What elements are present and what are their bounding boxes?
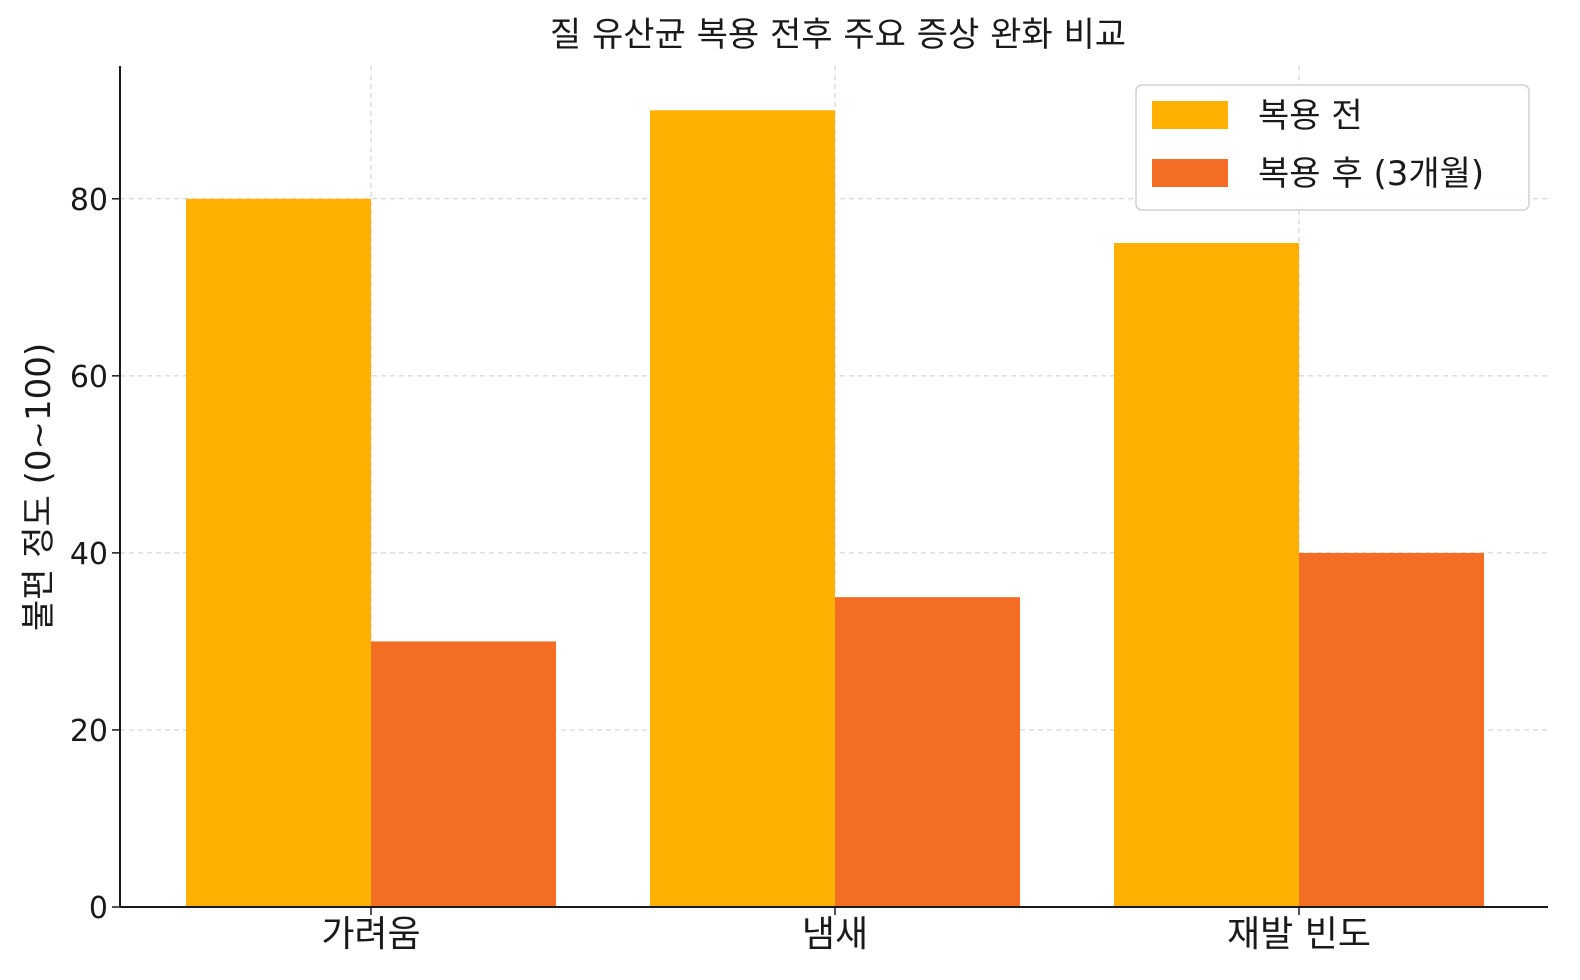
y-tick-label: 0	[89, 891, 108, 926]
chart-title: 질 유산균 복용 전후 주요 증상 완화 비교	[550, 15, 1126, 55]
y-axis-title: 불편 정도 (0~100)	[19, 343, 59, 631]
legend-swatch	[1152, 101, 1228, 129]
legend: 복용 전복용 후 (3개월)	[1135, 84, 1530, 211]
legend-swatch	[1152, 159, 1228, 187]
legend-label: 복용 후 (3개월)	[1258, 154, 1484, 194]
bar-before-1	[650, 110, 835, 907]
y-tick-label: 40	[70, 537, 108, 572]
x-tick-label: 냄새	[802, 914, 868, 955]
bars	[186, 110, 1484, 908]
bar-before-0	[186, 198, 371, 907]
x-tick-label: 가려움	[321, 914, 420, 955]
y-tick-label: 20	[70, 714, 108, 749]
bar-after-0	[371, 641, 556, 907]
legend-frame	[1135, 84, 1530, 211]
bar-after-1	[835, 597, 1020, 907]
bar-after-2	[1299, 552, 1484, 907]
axes: 0 20 40 60 80 가려움 냄새 재발 빈도	[70, 66, 1548, 955]
y-tick-label: 60	[70, 360, 108, 395]
x-tick-label: 재발 빈도	[1227, 914, 1371, 955]
legend-label: 복용 전	[1258, 96, 1363, 136]
y-tick-label: 80	[70, 183, 108, 218]
bar-before-2	[1114, 243, 1299, 908]
